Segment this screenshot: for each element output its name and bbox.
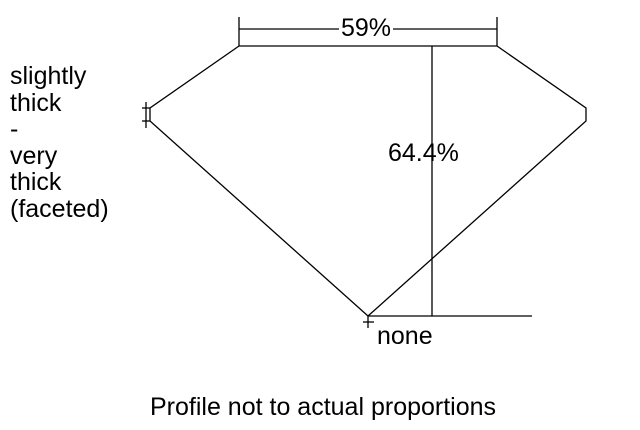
culet-label: none [377,322,433,350]
table-percentage: 59% [339,14,394,42]
caption: Profile not to actual proportions [150,393,497,421]
girdle-marker [142,102,150,128]
girdle-label-line: very [10,141,58,170]
girdle-label-line: thick [10,88,62,117]
culet-marker [363,316,374,328]
depth-percentage: 64.4% [388,139,459,167]
girdle-label-line: (faceted) [10,194,109,223]
girdle-thickness-label: slightly thick - very thick (faceted) [10,63,109,222]
girdle-label-line: thick [10,168,62,196]
girdle-label-line: - [10,115,19,143]
gem-outline [149,45,587,317]
girdle-label-line: slightly [10,62,87,90]
